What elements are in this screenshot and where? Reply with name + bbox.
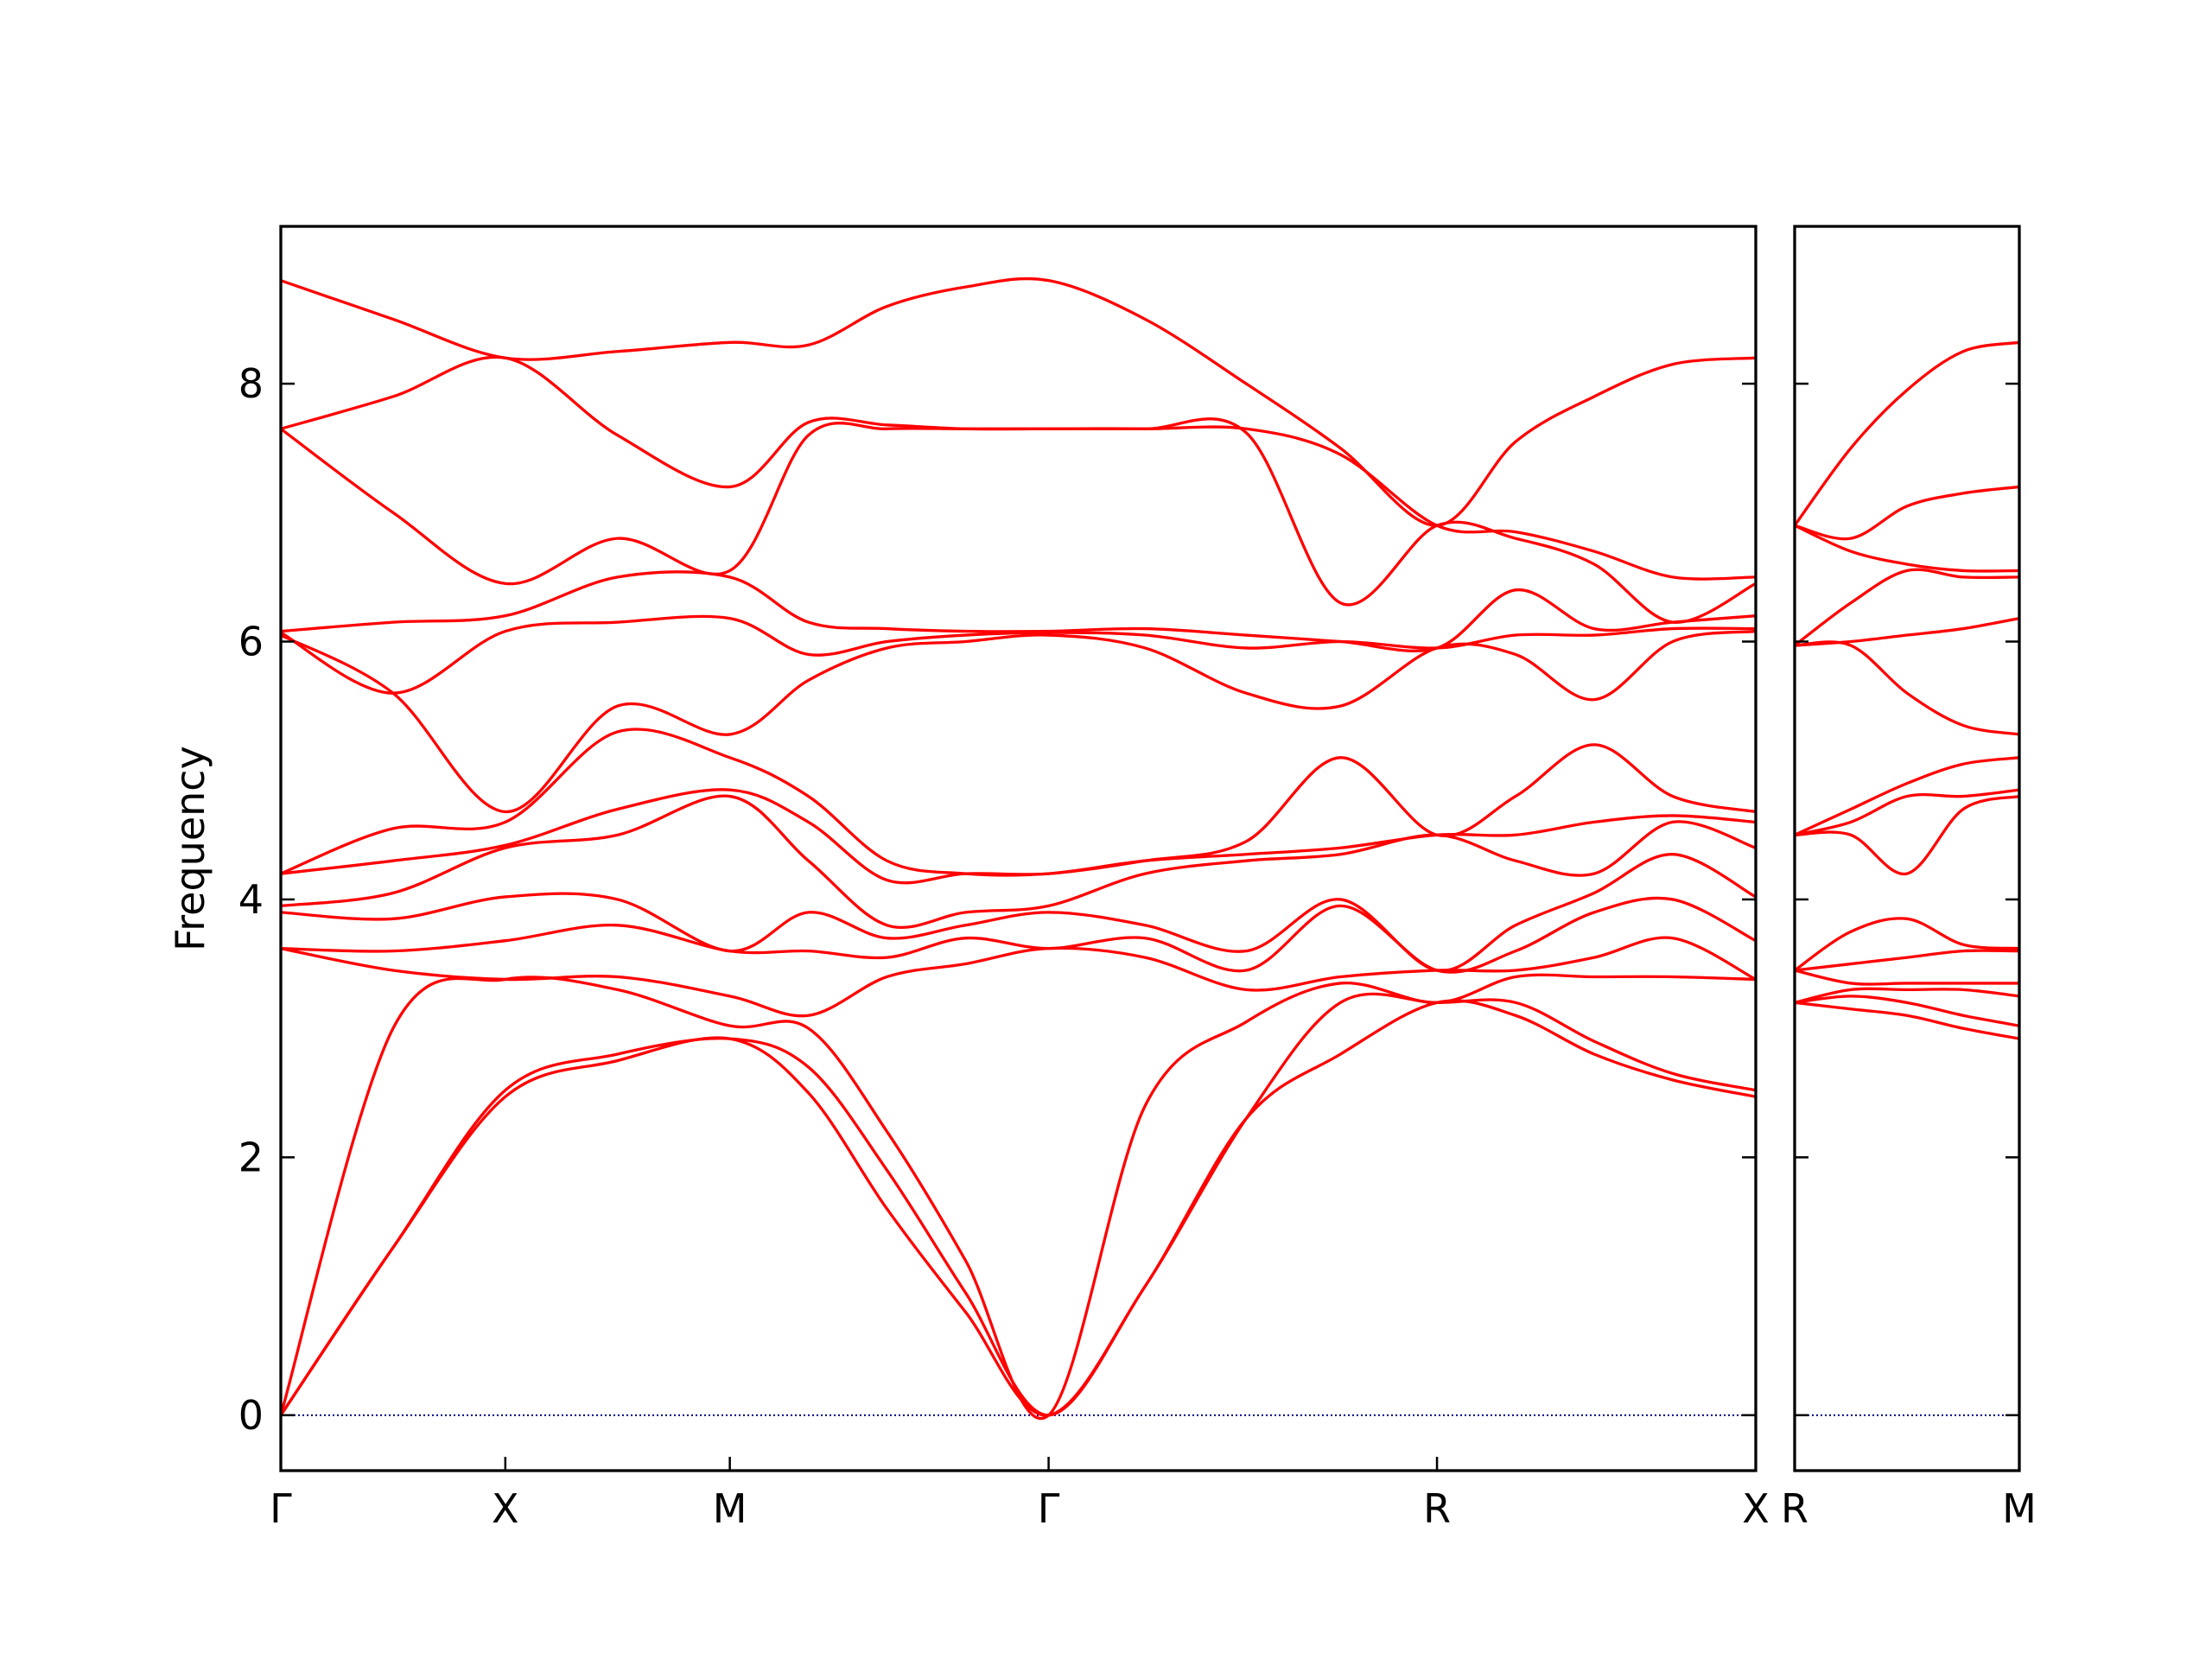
band-line [1795, 568, 2019, 647]
band-line [1795, 917, 2019, 972]
y-tick-label: 6 [238, 618, 264, 664]
x-tick-label: R [1423, 1485, 1451, 1532]
panel: 0 2 4 6 8 Γ X M Γ R X Frequency [167, 225, 1770, 1532]
band-line [1795, 949, 2019, 972]
band-line [281, 973, 1756, 1420]
y-tick-label: 2 [238, 1134, 264, 1180]
x-tick-label: Γ [270, 1485, 292, 1532]
plot-area [1795, 340, 2019, 1040]
band-line [281, 788, 1756, 885]
band-line [281, 276, 1756, 527]
band-line [281, 936, 1756, 1018]
band-line [281, 896, 1756, 974]
y-axis-label: Frequency [167, 746, 213, 951]
band-line [1795, 794, 2019, 875]
y-tick-label: 0 [238, 1392, 264, 1439]
band-line [1795, 995, 2019, 1027]
x-tick-label: R [1781, 1485, 1808, 1532]
band-line [1795, 1001, 2019, 1040]
x-tick-label: M [713, 1485, 747, 1532]
band-line [281, 853, 1756, 972]
band-line [1795, 340, 2019, 527]
x-tick-label: X [1742, 1485, 1770, 1532]
band-line [281, 992, 1756, 1417]
band-line [281, 794, 1756, 930]
band-line [281, 728, 1756, 877]
band-line [1795, 788, 2019, 836]
plot-area [281, 276, 1756, 1420]
x-tick-label: X [492, 1485, 519, 1532]
band-line [281, 355, 1756, 581]
axes-frame [279, 225, 1758, 1472]
band-line [1795, 617, 2019, 647]
band-line [281, 614, 1756, 695]
band-line [1795, 640, 2019, 736]
y-tick-label: 4 [238, 876, 264, 923]
band-line [1795, 756, 2019, 836]
band-line [281, 417, 1756, 624]
band-line [281, 999, 1756, 1417]
band-line [281, 570, 1756, 652]
band-line [1795, 969, 2019, 986]
band-line [1795, 987, 2019, 1004]
y-tick-label: 8 [238, 360, 264, 407]
band-line [281, 629, 1756, 814]
x-tick-label: M [2002, 1485, 2037, 1532]
band-line [1795, 524, 2019, 573]
axes-frame [1793, 225, 2021, 1472]
x-tick-label: Γ [1038, 1485, 1060, 1532]
band-line [1795, 485, 2019, 541]
